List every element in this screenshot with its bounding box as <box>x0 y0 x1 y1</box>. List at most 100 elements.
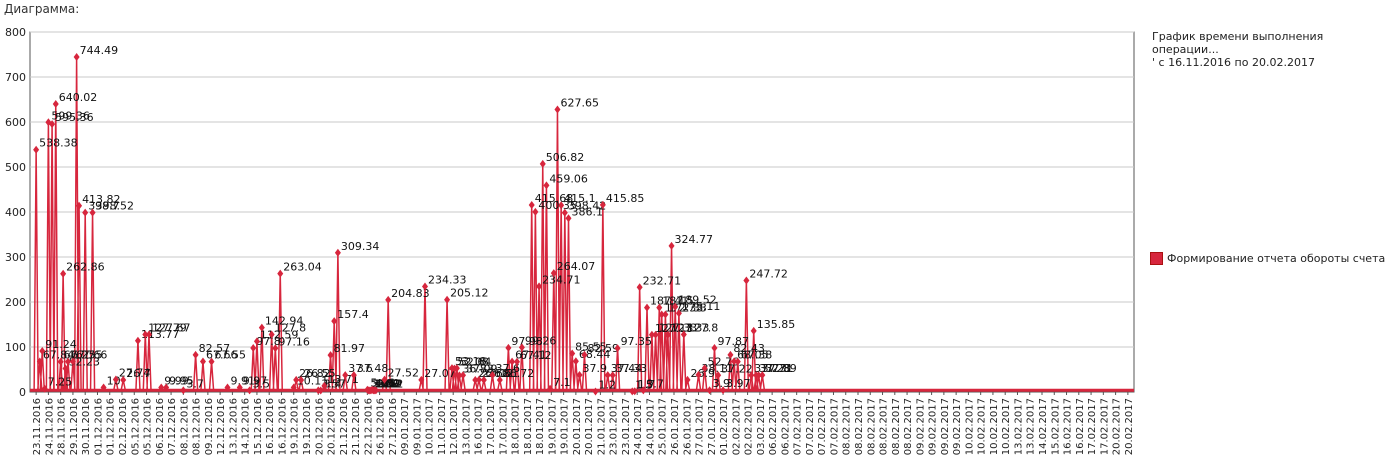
data-label: 324.77 <box>675 233 714 246</box>
x-tick-label: 08.02.2017 <box>891 398 902 455</box>
data-label: 415.85 <box>606 192 645 205</box>
data-label: 5.06 <box>370 377 395 390</box>
data-point <box>421 282 428 291</box>
data-label: 415.68 <box>535 192 574 205</box>
x-tick-label: 08.12.2016 <box>179 398 190 455</box>
data-label: 640.02 <box>59 91 97 104</box>
x-tick-label: 30.11.2016 <box>81 398 92 455</box>
x-tick-label: 21.12.2016 <box>339 398 350 455</box>
data-label: 1.2 <box>598 378 616 391</box>
y-tick-label: 600 <box>5 116 26 129</box>
data-point <box>33 145 40 154</box>
data-label: 26.82 <box>299 367 331 380</box>
x-tick-label: 07.12.2016 <box>167 398 178 455</box>
data-point <box>684 375 691 384</box>
data-label: 112.59 <box>260 328 299 341</box>
data-label: 97.8 <box>256 335 281 348</box>
data-label: 264.07 <box>557 260 596 273</box>
x-tick-label: 23.01.2017 <box>621 398 632 455</box>
x-tick-label: 17.02.2017 <box>1087 398 1098 455</box>
data-point <box>418 375 425 384</box>
x-tick-label: 09.01.2017 <box>400 398 411 455</box>
data-point <box>453 364 460 373</box>
data-point <box>350 371 357 380</box>
x-tick-label: 25.01.2017 <box>658 398 669 455</box>
x-tick-label: 27.12.2016 <box>388 398 399 455</box>
data-point <box>543 181 550 190</box>
legend-item[interactable]: Формирование отчета обороты счета <box>1150 252 1385 265</box>
data-point <box>644 303 651 312</box>
x-tick-label: 24.01.2017 <box>633 398 644 455</box>
y-tick-label: 100 <box>5 341 26 354</box>
data-label: 82.43 <box>733 342 765 355</box>
data-point <box>253 337 260 346</box>
x-tick-label: 10.01.2017 <box>425 398 436 455</box>
data-label: 67.27 <box>64 349 96 362</box>
x-tick-label: 16.12.2016 <box>265 398 276 455</box>
data-label: 9.95 <box>169 375 194 388</box>
data-label: 262.86 <box>66 261 105 274</box>
data-point <box>76 201 83 210</box>
data-label: 67.84 <box>43 348 75 361</box>
x-tick-label: 01.02.2017 <box>719 398 730 455</box>
data-label: 599.36 <box>51 109 90 122</box>
x-tick-label: 15.02.2017 <box>1050 398 1061 455</box>
x-tick-label: 18.01.2017 <box>535 398 546 455</box>
data-point <box>518 343 525 352</box>
data-label: 97.98 <box>511 335 543 348</box>
data-label: 10.11 <box>297 374 329 387</box>
x-tick-label: 08.02.2017 <box>842 398 853 455</box>
data-label: 99.26 <box>525 334 557 347</box>
data-point <box>547 384 554 393</box>
data-label: 232.71 <box>643 274 682 287</box>
data-point <box>636 283 643 292</box>
data-label: 4.89 <box>375 377 400 390</box>
data-point <box>100 383 107 392</box>
data-label: 26.55 <box>304 367 336 380</box>
data-label: 37.9 <box>583 362 608 375</box>
x-tick-label: 08.02.2017 <box>854 398 865 455</box>
data-point <box>60 269 67 278</box>
data-label: 37.48 <box>357 362 389 375</box>
y-tick-label: 500 <box>5 161 26 174</box>
data-label: 234.71 <box>542 273 581 286</box>
data-label: 13.71 <box>327 373 359 386</box>
legend-swatch <box>1150 252 1163 265</box>
x-tick-label: 02.02.2017 <box>744 398 755 455</box>
data-point <box>258 323 265 332</box>
x-tick-label: 24.11.2016 <box>44 398 55 455</box>
x-tick-label: 13.12.2016 <box>228 398 239 455</box>
data-label: 52.76 <box>708 355 740 368</box>
data-point <box>706 386 713 395</box>
data-point <box>604 371 611 380</box>
data-label: 37.44 <box>611 362 643 375</box>
data-point <box>158 383 165 392</box>
data-label: 26.7 <box>126 367 151 380</box>
data-point <box>236 383 243 392</box>
data-point <box>672 302 679 311</box>
data-label: 97.16 <box>278 335 310 348</box>
data-label: 36.83 <box>462 362 494 375</box>
data-point <box>372 386 379 395</box>
data-label: 3.7 <box>646 377 664 390</box>
x-tick-label: 09.02.2017 <box>940 398 951 455</box>
data-label: 81.97 <box>334 342 366 355</box>
data-point <box>675 309 682 318</box>
data-point <box>321 381 328 390</box>
y-tick-label: 300 <box>5 251 26 264</box>
data-point <box>112 375 119 384</box>
data-label: 189.52 <box>678 294 717 307</box>
data-point <box>62 364 69 373</box>
data-point <box>145 330 152 339</box>
x-tick-label: 01.12.2016 <box>106 398 117 455</box>
data-point <box>342 371 349 380</box>
data-point <box>536 282 543 291</box>
x-tick-label: 13.01.2017 <box>461 398 472 455</box>
x-tick-label: 07.02.2017 <box>829 398 840 455</box>
data-point <box>727 350 734 359</box>
data-point <box>142 330 149 339</box>
data-label: 175.11 <box>682 300 721 313</box>
x-tick-label: 20.02.2017 <box>1112 398 1123 455</box>
x-tick-label: 20.02.2017 <box>1124 398 1135 455</box>
